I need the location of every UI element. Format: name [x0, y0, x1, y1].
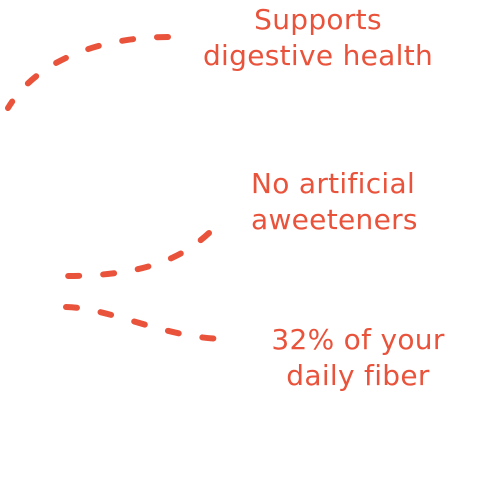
callout-text-line: daily fiber — [286, 359, 430, 392]
callout-no-artificial-sweeteners: No artificial aweeteners — [251, 166, 418, 238]
callout-digestive-health: Supports digestive health — [200, 2, 436, 74]
callout-text-line: Supports — [254, 3, 382, 36]
callout-text-line: aweeteners — [251, 203, 418, 236]
callout-daily-fiber: 32% of your daily fiber — [266, 322, 450, 394]
connector-line-1 — [5, 34, 171, 111]
connector-line-2 — [63, 230, 212, 279]
callout-text-line: digestive health — [202, 39, 434, 72]
connector-line-3 — [63, 304, 227, 342]
callout-text-line: No artificial — [251, 167, 416, 200]
callout-text-line: 32% of your — [271, 323, 445, 356]
